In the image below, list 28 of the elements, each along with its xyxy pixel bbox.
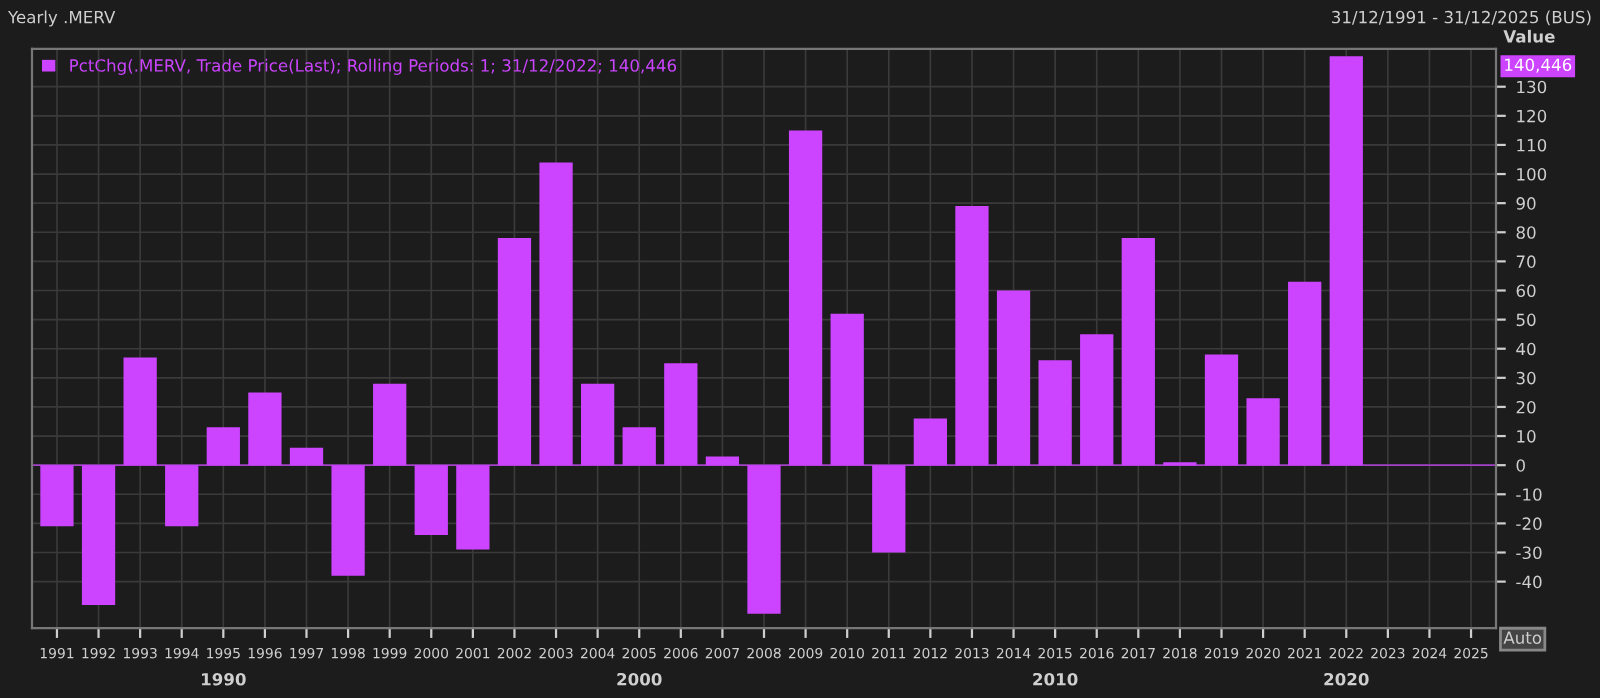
- y-tick-label: 10: [1517, 430, 1536, 443]
- y-tick-label: 50: [1516, 313, 1536, 327]
- text: Auto: [1503, 631, 1542, 644]
- y-tick-label: -20: [1516, 517, 1542, 530]
- y-tick-label: 120: [1517, 109, 1547, 123]
- text: 2000: [617, 672, 662, 686]
- y-tick-label: 100: [1517, 168, 1547, 181]
- y-tick-label: -30: [1516, 546, 1542, 560]
- y-tick-label: 90: [1516, 197, 1536, 210]
- y-tick-label: 80: [1516, 226, 1536, 239]
- y-axis-title: Value: [1503, 29, 1555, 43]
- y-tick-label: -10: [1516, 488, 1542, 501]
- y-tick-label: -40: [1516, 575, 1542, 589]
- y-tick-label: 110: [1517, 138, 1547, 152]
- y-tick-label: 0: [1516, 459, 1525, 472]
- y-tick-label: 40: [1516, 342, 1536, 356]
- y-tick-label: 30: [1516, 371, 1536, 385]
- legend-label: PctChg(.MERV, Trade Price(Last); Rolling Periods: 1; 31/12/2022; 140,446: [70, 58, 677, 75]
- y-tick-label: 60: [1516, 284, 1536, 298]
- chart-subtitle: 31/12/1991 - 31/12/2025 (BUS): [1332, 10, 1591, 26]
- text: 140,446: [1505, 58, 1572, 73]
- y-tick-label: 130: [1517, 80, 1547, 94]
- text: 2020: [1324, 672, 1369, 686]
- text: 1990: [202, 672, 246, 686]
- chart-title: Yearly .MERV: [7, 10, 116, 27]
- y-tick-label: 70: [1516, 255, 1536, 268]
- y-tick-label: 20: [1516, 400, 1536, 414]
- text: 2010: [1033, 672, 1078, 686]
